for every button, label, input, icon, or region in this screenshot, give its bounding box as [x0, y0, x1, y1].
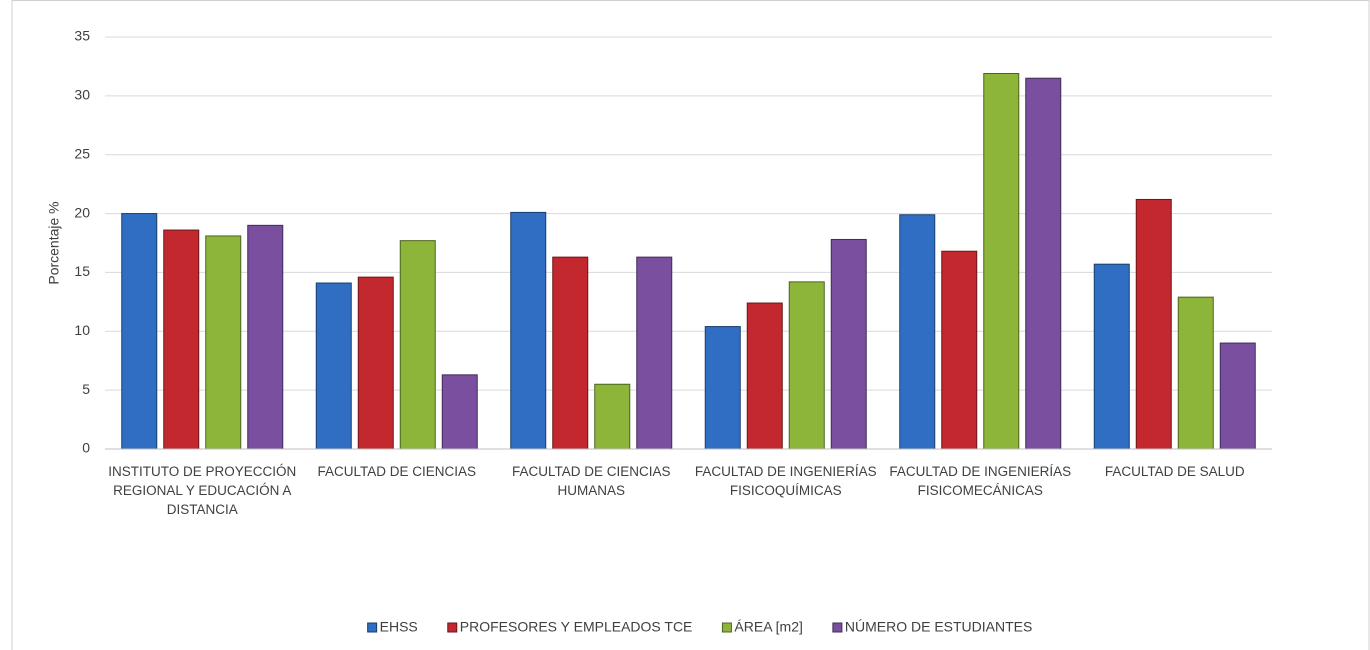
bar — [830, 238, 867, 450]
chart-border — [11, 0, 1370, 650]
legend-swatch — [367, 622, 378, 633]
y-tick-label: 35 — [74, 28, 90, 44]
bar — [315, 282, 352, 450]
legend-swatch — [832, 622, 843, 633]
y-tick-label: 25 — [74, 145, 90, 161]
x-tick-label: FACULTAD DE SALUD — [1104, 464, 1245, 479]
bar — [357, 276, 394, 450]
bar — [121, 213, 158, 450]
bar — [1177, 296, 1214, 450]
y-tick-label: 15 — [74, 263, 90, 279]
bar — [941, 250, 978, 450]
legend-label: EHSS — [380, 619, 418, 635]
bar — [1135, 198, 1172, 450]
bar — [1093, 263, 1130, 450]
y-tick-label: 20 — [74, 204, 90, 220]
bar — [1025, 77, 1062, 450]
bar — [399, 240, 436, 450]
legend-swatch — [447, 622, 458, 633]
bar — [163, 229, 200, 450]
bar — [899, 214, 936, 450]
x-tick-label: FACULTAD DE CIENCIAS — [317, 464, 477, 479]
legend-swatch — [721, 622, 732, 633]
bar — [636, 256, 673, 450]
x-tick-label: FACULTAD DE INGENIERÍAS FISICOQUÍMICAS — [694, 464, 877, 498]
bar — [205, 235, 242, 450]
y-axis-label: Porcentaje % — [46, 201, 62, 284]
y-tick-label: 5 — [82, 381, 90, 397]
y-tick-label: 10 — [74, 322, 90, 338]
bar — [510, 211, 547, 450]
x-tick-label: FACULTAD DE CIENCIAS HUMANAS — [511, 464, 671, 498]
x-tick-label: FACULTAD DE INGENIERÍAS FISICOMECÁNICAS — [889, 464, 1072, 498]
y-tick-label: 30 — [74, 87, 90, 103]
legend-label: ÁREA [m2] — [734, 619, 802, 635]
x-tick-label: INSTITUTO DE PROYECCIÓN REGIONAL Y EDUCA… — [108, 464, 297, 517]
bar — [1219, 342, 1256, 450]
y-tick-label: 0 — [82, 440, 90, 456]
bar — [983, 72, 1020, 450]
bar — [552, 256, 589, 450]
bar — [746, 302, 783, 450]
bar — [704, 326, 741, 450]
bar — [247, 224, 284, 450]
bar — [441, 374, 478, 450]
bar — [594, 383, 631, 450]
bar — [788, 281, 825, 450]
legend-label: NÚMERO DE ESTUDIANTES — [845, 619, 1032, 635]
legend-label: PROFESORES Y EMPLEADOS TCE — [460, 619, 693, 635]
